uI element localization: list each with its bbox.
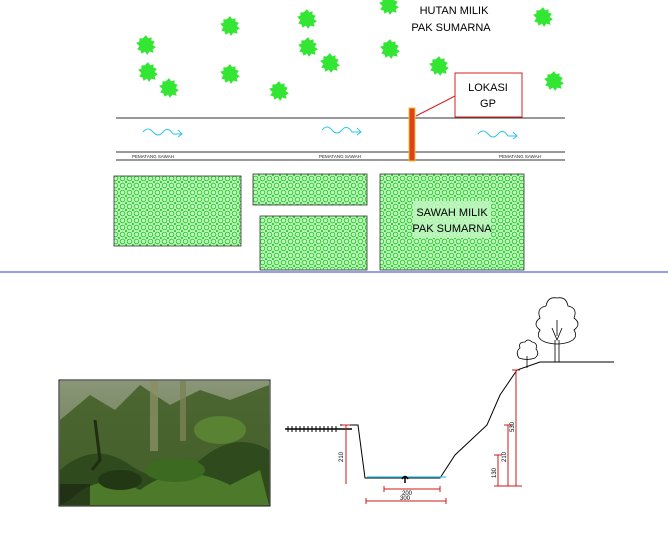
dimension-lines: [342, 369, 522, 504]
dim-right-step: 130: [492, 467, 498, 478]
forest-label-line1: HUTAN MILIK: [420, 5, 490, 17]
canal-lines: [116, 117, 565, 161]
tree-icon: [298, 37, 318, 57]
ground-profile: [340, 361, 614, 479]
tree-icon: [138, 62, 158, 82]
location-label-line1: LOKASI: [468, 82, 508, 94]
location-label-line2: GP: [480, 98, 496, 110]
bank-tree-icon: [535, 297, 579, 362]
location-callout: [454, 72, 523, 118]
plan-view: HUTAN MILIK PAK SUMARNA PEMATANG SAWAH P…: [113, 0, 565, 271]
dim-left-bank: 210: [339, 451, 345, 462]
embankment-label: PEMATANG SAWAH: [499, 154, 541, 159]
location-marker: [408, 107, 416, 162]
paddy-field: [113, 175, 242, 247]
dim-right-bank: 210: [502, 451, 508, 462]
flow-arrow-icon: [142, 128, 183, 138]
forest-label-line2: PAK SUMARNA: [411, 22, 491, 34]
bank-tree-icon: [516, 339, 539, 368]
fence: [285, 426, 352, 432]
tree-icon: [159, 78, 179, 98]
paddy-field: [252, 173, 368, 206]
tree-icon: [533, 7, 553, 27]
tree-icon: [297, 9, 317, 29]
dim-bottom-width: 200: [402, 491, 413, 497]
dim-right-total: 530: [510, 421, 516, 432]
tree-icon: [544, 71, 564, 91]
cross-section: 210 200 300 130 210 530: [285, 297, 614, 504]
tree-icon: [429, 56, 449, 76]
tree-icon: [380, 39, 400, 59]
site-photo: [58, 379, 271, 507]
embankment-label: PEMATANG SAWAH: [319, 154, 361, 159]
gauge-icon: [401, 475, 409, 483]
flow-arrow-icon: [321, 126, 362, 136]
tree-icon: [269, 81, 289, 101]
paddy-label-line2: PAK SUMARNA: [412, 223, 492, 235]
tree-icon: [320, 53, 340, 73]
dim-top-width: 300: [400, 496, 411, 502]
embankment-label: PEMATANG SAWAH: [132, 154, 174, 159]
tree-icon: [136, 35, 156, 55]
flow-arrow-icon: [477, 130, 518, 140]
tree-icon: [220, 64, 240, 84]
paddy-label-line1: SAWAH MILIK: [416, 207, 488, 219]
tree-icon: [220, 16, 240, 36]
flow-arrows: [142, 126, 518, 140]
paddy-field: [259, 215, 368, 271]
tree-icon: [379, 0, 399, 15]
